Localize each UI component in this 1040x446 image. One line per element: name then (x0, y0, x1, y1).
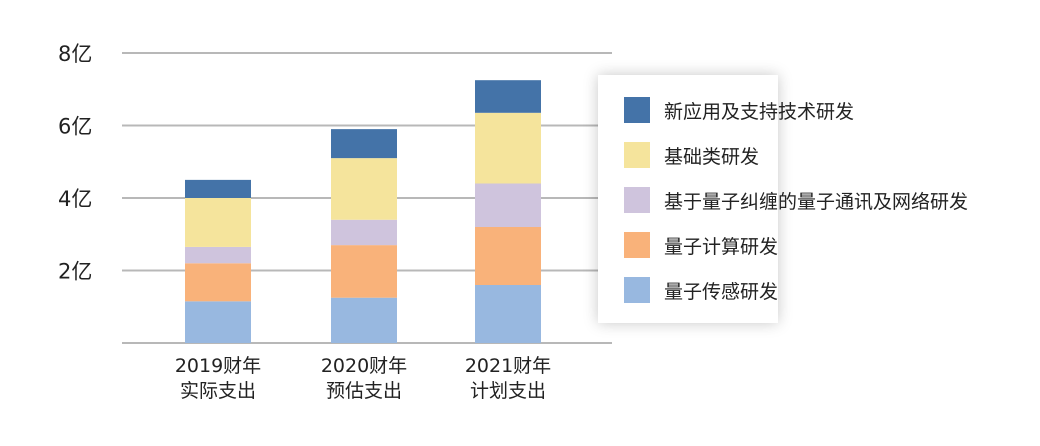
bar-segment (475, 183, 541, 227)
legend-label: 量子计算研发 (664, 235, 779, 258)
legend-swatch (624, 232, 650, 258)
legend-label: 量子传感研发 (664, 280, 779, 303)
legend: 新应用及支持技术研发 基础类研发基于量子纠缠的量子通讯及网络研发 量子计算研发 量子传… (598, 75, 1028, 323)
bar-segment (475, 285, 541, 343)
bar-segment (185, 301, 251, 343)
x-category-label: 实际支出 (180, 380, 256, 402)
bar-segment (185, 198, 251, 247)
y-tick-label: 6亿 (58, 115, 92, 139)
legend-item: 量子传感研发 (624, 276, 778, 304)
legend-swatch (624, 187, 650, 213)
bar-segment (185, 179, 251, 198)
bar-segment (331, 297, 397, 343)
bar-segment (331, 245, 397, 298)
bar-segment (331, 219, 397, 246)
x-category-label: 计划支出 (470, 380, 546, 402)
bar-segment (475, 80, 541, 113)
x-category-label: 预估支出 (326, 380, 402, 402)
x-category-label: 2021财年 (465, 355, 551, 377)
bar-segment (475, 227, 541, 285)
x-category-label: 2020财年 (321, 355, 407, 377)
legend-swatch (624, 277, 650, 303)
legend-swatch (624, 142, 650, 168)
bar-segment (185, 246, 251, 264)
legend-item: 基础类研发 (624, 141, 759, 169)
legend-label: 新应用及支持技术研发 (664, 100, 855, 123)
y-axis-ticks: 2亿 4亿 6亿 8亿 (58, 42, 92, 284)
x-category-label: 2019财年 (175, 355, 261, 377)
bars (185, 80, 541, 343)
y-tick-label: 4亿 (58, 187, 92, 211)
legend-label: 基于量子纠缠的量子通讯及网络研发 (664, 190, 969, 213)
legend-item: 基于量子纠缠的量子通讯及网络研发 (624, 186, 968, 214)
bar-segment (331, 129, 397, 159)
y-tick-label: 2亿 (58, 260, 92, 284)
legend-item: 新应用及支持技术研发 (624, 96, 854, 124)
y-tick-label: 8亿 (58, 42, 92, 66)
bar-segment (185, 263, 251, 302)
legend-swatch (624, 97, 650, 123)
legend-label: 基础类研发 (664, 145, 760, 168)
bar-segment (331, 158, 397, 220)
legend-item: 量子计算研发 (624, 231, 778, 259)
bar-segment (475, 112, 541, 184)
